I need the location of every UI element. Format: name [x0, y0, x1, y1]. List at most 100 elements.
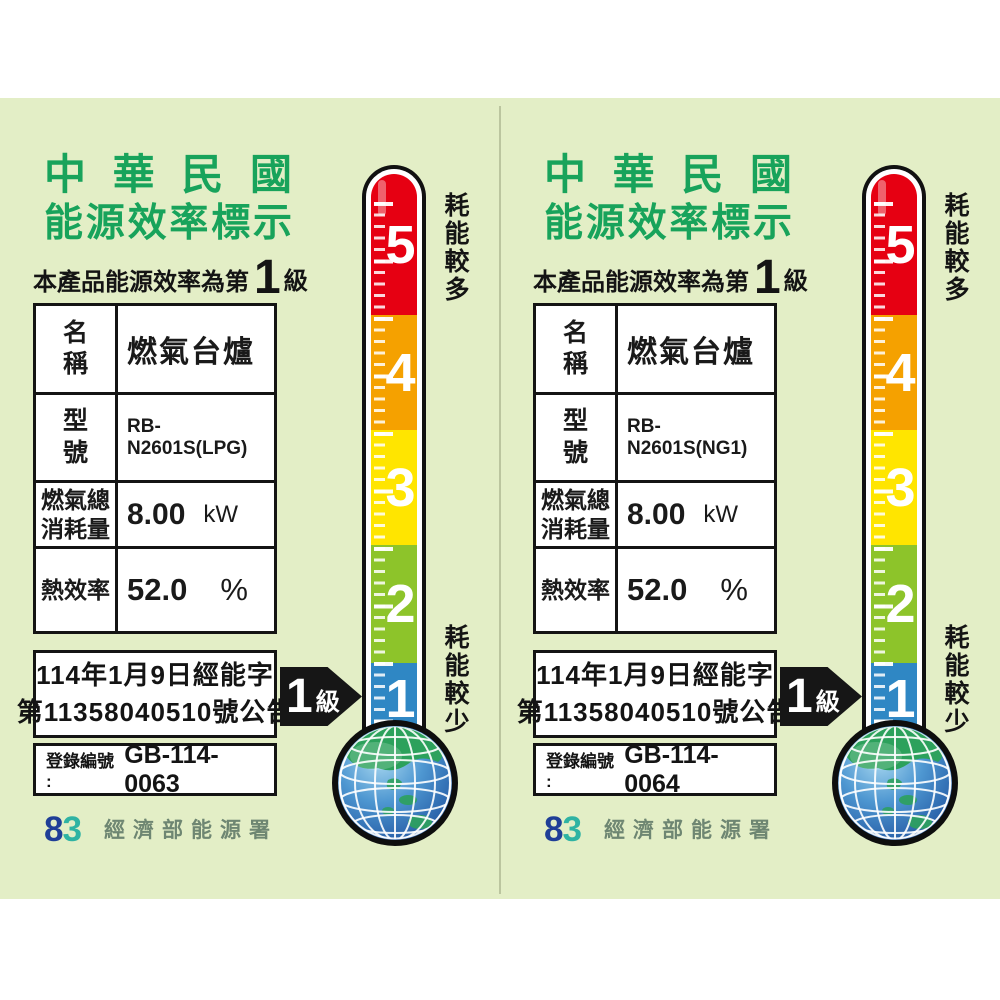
grade-arrow-number: 1: [286, 669, 313, 723]
level-3-number: 3: [385, 457, 416, 518]
svg-text:3: 3: [562, 810, 582, 848]
thermometer-fill: 5 4 3 2 1: [871, 174, 917, 735]
efficiency-grade-statement: 本產品能源效率為第 1 級: [33, 250, 353, 304]
row-label-efficiency: 熱效率: [36, 549, 118, 631]
table-row: 型 號 RB-N2601S(LPG): [36, 392, 274, 480]
grade-arrow-unit: 級: [315, 689, 340, 716]
title-line1: 中華民國: [544, 151, 792, 198]
grade-number: 1: [754, 251, 781, 304]
thermometer-level-2: 2: [371, 545, 417, 663]
agency-row: 8 3 經濟部能源署: [544, 810, 778, 848]
grade-statement-suffix: 級: [283, 268, 308, 295]
tube-highlight: [378, 180, 386, 216]
consumption-unit: kW: [203, 500, 238, 528]
globe-icon: [832, 720, 958, 846]
efficiency-unit: %: [220, 572, 248, 607]
row-value-efficiency: 52.0 %: [118, 549, 274, 631]
row-value-name: 燃氣台爐: [627, 336, 755, 369]
level-2-number: 2: [885, 574, 916, 634]
announcement-line2: 第11358040510號公告: [516, 697, 794, 727]
announcement-line1: 114年1月9日經能字: [36, 660, 274, 690]
svg-text:8: 8: [44, 810, 64, 848]
agency-name: 經濟部能源署: [104, 819, 278, 842]
consumption-unit: kW: [703, 500, 738, 528]
efficiency-value: 52.0: [127, 572, 188, 607]
registration-label: 登錄編號 :: [46, 752, 114, 791]
efficiency-grade-statement: 本產品能源效率為第 1 級: [533, 250, 853, 304]
efficiency-value: 52.0: [627, 572, 688, 607]
level-5-number: 5: [385, 214, 416, 275]
title-line1: 中華民國: [44, 151, 292, 198]
consumption-value: 8.00: [627, 497, 686, 531]
caption-low-consumption: 耗能較少: [441, 624, 469, 736]
registration-box: 登錄編號 : GB-114-0064: [533, 740, 777, 798]
agency-name: 經濟部能源署: [604, 819, 778, 842]
row-value-name: 燃氣台爐: [127, 336, 255, 369]
energy-label-ng1: 中華民國 能源效率標示 本產品能源效率為第 1 級 名 稱 燃氣台爐 型 號 R…: [500, 0, 1000, 1000]
table-row: 型 號 RB-N2601S(NG1): [536, 392, 774, 480]
table-row: 燃氣總消耗量 8.00 kW: [36, 480, 274, 546]
row-value-consumption: 8.00 kW: [118, 483, 274, 546]
grade-arrow-unit: 級: [815, 689, 840, 716]
level-3-number: 3: [885, 457, 916, 518]
row-label-consumption: 燃氣總消耗量: [536, 483, 618, 546]
thermometer-tube: 5 4 3 2 1: [862, 165, 926, 735]
energy-administration-logo-icon: 8 3: [544, 810, 582, 848]
grade-number: 1: [254, 251, 281, 304]
registration-number: GB-114-0064: [624, 740, 719, 798]
spec-table: 名 稱 燃氣台爐 型 號 RB-N2601S(NG1) 燃氣總消耗量 8.00 …: [533, 303, 777, 634]
globe-icon: [332, 720, 458, 846]
level-4-number: 4: [385, 342, 416, 403]
table-row: 名 稱 燃氣台爐: [36, 306, 274, 392]
grade-statement-suffix: 級: [783, 268, 808, 295]
label-divider: [499, 106, 501, 894]
energy-label-lpg: 中華民國 能源效率標示 本產品能源效率為第 1 級 名 稱 燃氣台爐 型 號 R…: [0, 98, 500, 899]
row-label-efficiency: 熱效率: [536, 549, 618, 631]
table-row: 名 稱 燃氣台爐: [536, 306, 774, 392]
level-2-number: 2: [385, 574, 416, 634]
title-line2: 能源效率標示: [44, 202, 292, 245]
caption-high-consumption: 耗能較多: [441, 192, 469, 304]
announcement-line2: 第11358040510號公告: [16, 697, 294, 727]
registration-label: 登錄編號 :: [546, 752, 614, 791]
announcement-box: 114年1月9日經能字 第11358040510號公告: [517, 650, 792, 738]
spec-table: 名 稱 燃氣台爐 型 號 RB-N2601S(LPG) 燃氣總消耗量 8.00 …: [33, 303, 277, 634]
row-value-model: RB-N2601S(NG1): [627, 415, 748, 459]
row-value-consumption: 8.00 kW: [618, 483, 774, 546]
registration-number: GB-114-0063: [124, 740, 219, 798]
svg-text:3: 3: [62, 810, 82, 848]
row-value-efficiency: 52.0 %: [618, 549, 774, 631]
caption-high-consumption: 耗能較多: [941, 192, 969, 304]
row-label-model: 型 號: [36, 395, 118, 480]
level-5-number: 5: [885, 214, 916, 275]
thermometer-level-4: 4: [371, 315, 417, 430]
thermometer-level-3: 3: [871, 430, 917, 545]
caption-low-consumption: 耗能較少: [941, 624, 969, 736]
thermometer-level-3: 3: [371, 430, 417, 545]
row-label-consumption: 燃氣總消耗量: [36, 483, 118, 546]
grade-arrow-number: 1: [786, 669, 813, 723]
table-row: 熱效率 52.0 %: [536, 546, 774, 631]
svg-text:8: 8: [544, 810, 564, 848]
thermometer-fill: 5 4 3 2 1: [371, 174, 417, 735]
consumption-value: 8.00: [127, 497, 186, 531]
announcement-box: 114年1月9日經能字 第11358040510號公告: [17, 650, 292, 738]
thermometer-level-2: 2: [871, 545, 917, 663]
thermometer-tube: 5 4 3 2 1: [362, 165, 426, 735]
energy-administration-logo-icon: 8 3: [44, 810, 82, 848]
row-label-name: 名 稱: [536, 306, 618, 392]
tube-highlight: [878, 180, 886, 216]
grade-statement-prefix: 本產品能源效率為第: [33, 269, 249, 296]
efficiency-unit: %: [720, 572, 748, 607]
registration-box: 登錄編號 : GB-114-0063: [33, 740, 277, 798]
table-row: 熱效率 52.0 %: [36, 546, 274, 631]
thermometer-level-4: 4: [871, 315, 917, 430]
table-row: 燃氣總消耗量 8.00 kW: [536, 480, 774, 546]
row-value-model: RB-N2601S(LPG): [127, 415, 248, 459]
level-4-number: 4: [885, 342, 916, 403]
announcement-line1: 114年1月9日經能字: [536, 660, 774, 690]
grade-statement-prefix: 本產品能源效率為第: [533, 269, 749, 296]
row-label-model: 型 號: [536, 395, 618, 480]
label-title: 中華民國 能源效率標示: [44, 150, 292, 248]
